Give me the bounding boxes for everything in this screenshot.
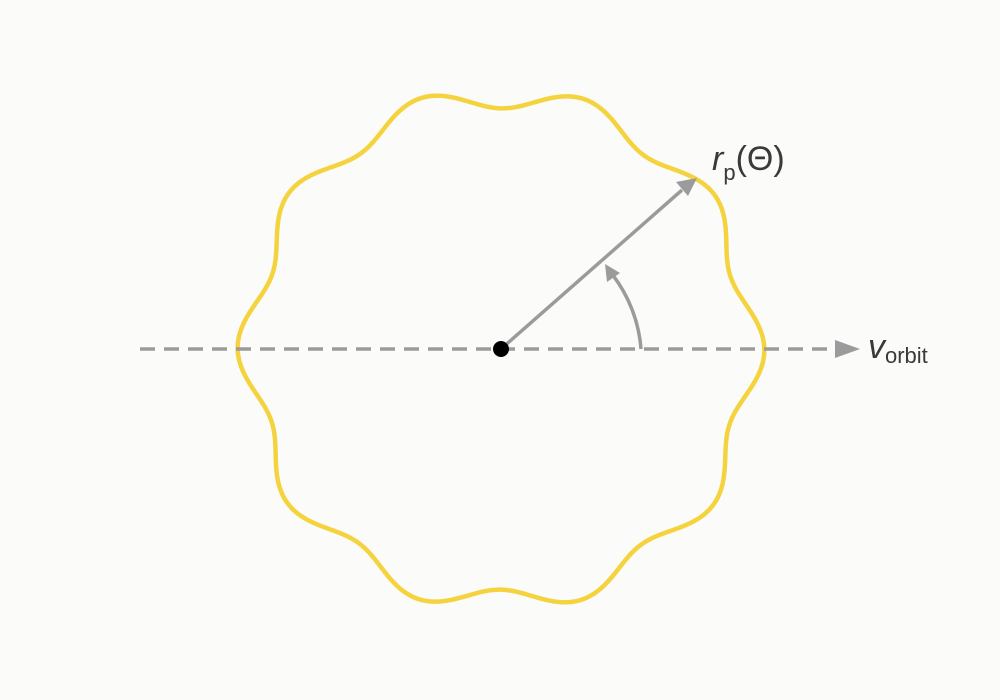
radius-label: rp(Θ) xyxy=(712,140,785,185)
orbit-axis-arrowhead xyxy=(835,340,860,358)
angle-arc xyxy=(610,272,643,350)
center-point xyxy=(493,341,509,357)
velocity-symbol: v xyxy=(868,328,887,366)
radius-arrow xyxy=(499,188,684,351)
velocity-label: vorbit xyxy=(868,328,928,368)
radius-symbol: r xyxy=(712,140,725,178)
velocity-subscript: orbit xyxy=(885,343,928,368)
radius-argument: (Θ) xyxy=(736,140,785,178)
radius-arrowhead xyxy=(676,178,697,196)
angle-arc-arrowhead xyxy=(605,264,620,282)
radius-subscript: p xyxy=(723,160,735,185)
